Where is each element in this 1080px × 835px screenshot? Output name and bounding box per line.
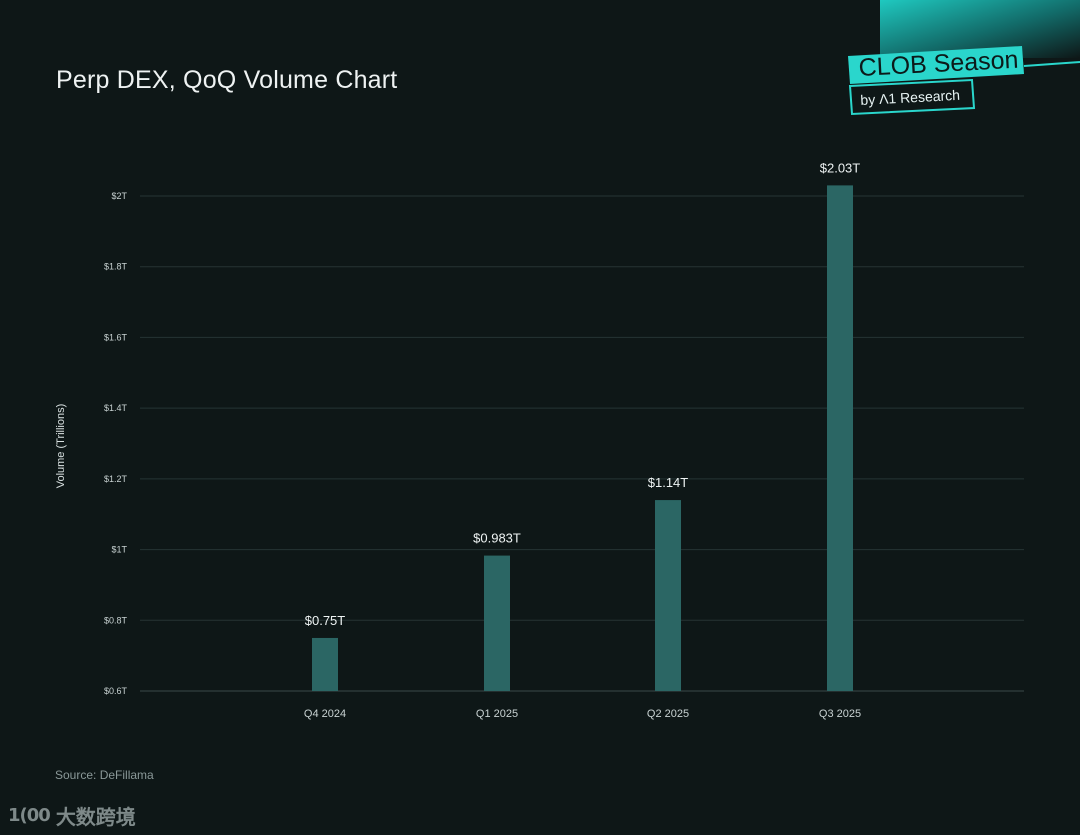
data-labels: $0.75T $0.983T $1.14T $2.03T — [305, 160, 861, 628]
y-tick-labels: $0.6T $0.8T $1T $1.2T $1.4T $1.6T $1.8T $2T — [104, 191, 128, 696]
y-tick-label: $1.4T — [104, 403, 128, 413]
source-note: Source: DeFillama — [55, 768, 154, 782]
data-label: $1.14T — [648, 475, 689, 490]
y-tick-label: $0.6T — [104, 686, 128, 696]
bar — [655, 500, 681, 691]
watermark-text: 大数跨境 — [55, 806, 136, 829]
bar — [827, 185, 853, 691]
bars — [312, 185, 853, 691]
x-tick-label: Q2 2025 — [647, 708, 689, 720]
data-label: $0.983T — [473, 531, 521, 546]
y-tick-label: $0.8T — [104, 615, 128, 625]
x-tick-label: Q4 2024 — [304, 708, 346, 720]
watermark: 1(00 大数跨境 — [8, 800, 136, 830]
y-tick-label: $2T — [111, 191, 127, 201]
watermark-logo: 1(00 — [8, 804, 51, 826]
bar — [312, 637, 338, 691]
data-label: $0.75T — [305, 613, 346, 628]
x-tick-label: Q3 2025 — [819, 708, 861, 720]
bar — [484, 555, 510, 691]
y-tick-label: $1.6T — [104, 332, 128, 342]
x-tick-labels: Q4 2024 Q1 2025 Q2 2025 Q3 2025 — [304, 708, 861, 720]
chart-title: Perp DEX, QoQ Volume Chart — [56, 66, 398, 94]
data-label: $2.03T — [820, 160, 861, 175]
y-tick-label: $1.2T — [104, 474, 128, 484]
grid-lines — [140, 195, 1024, 692]
y-tick-label: $1T — [111, 545, 127, 555]
y-tick-label: $1.8T — [104, 262, 128, 272]
x-tick-label: Q1 2025 — [476, 708, 518, 720]
y-axis-label: Volume (Trillions) — [55, 404, 67, 489]
